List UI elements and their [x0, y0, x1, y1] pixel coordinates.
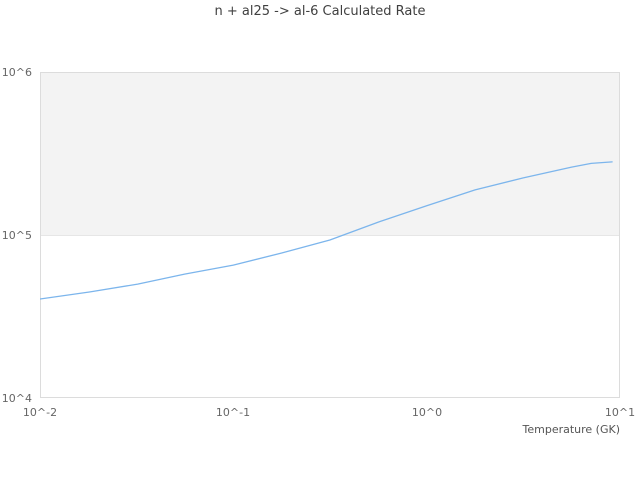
- x-tick-1e-2: 10^-2: [22, 406, 58, 419]
- rate-line: [40, 161, 613, 300]
- y-tick-1e4: 10^4: [1, 392, 32, 405]
- x-tick-1e1: 10^1: [604, 406, 636, 419]
- plot-band: [40, 72, 620, 235]
- x-tick-1e-1: 10^-1: [215, 406, 251, 419]
- x-tick-1e0: 10^0: [411, 406, 443, 419]
- plot-svg: [40, 72, 620, 398]
- x-axis-title: Temperature (GK): [522, 423, 621, 436]
- chart-title: n + al25 -> al-6 Calculated Rate: [214, 4, 426, 19]
- plot-border: [40, 72, 620, 398]
- y-tick-1e6: 10^6: [1, 66, 32, 79]
- y-tick-1e5: 10^5: [1, 229, 32, 242]
